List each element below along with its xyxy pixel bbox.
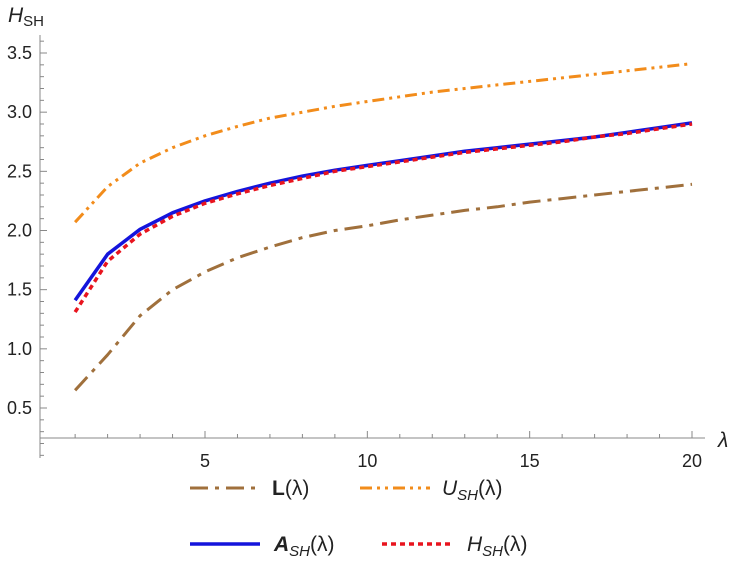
legend-label: HSH(λ) bbox=[467, 533, 528, 560]
axes bbox=[39, 35, 705, 458]
x-axis-label: λ bbox=[717, 429, 728, 452]
x-tick-label: 5 bbox=[200, 451, 210, 471]
series-line-a bbox=[73, 121, 693, 302]
ticks: 5 10 15 20 0.5 1.0 1.5 2.0 2.5 3.0 3.5 bbox=[7, 40, 702, 471]
series-line-l bbox=[73, 182, 693, 392]
y-tick-label: 1.5 bbox=[7, 280, 32, 300]
series-line-u bbox=[73, 62, 693, 224]
legend-label: ASH(λ) bbox=[273, 533, 335, 560]
y-tick-label: 2.5 bbox=[7, 161, 32, 181]
y-tick-label: 3.5 bbox=[7, 43, 32, 63]
y-tick-label: 3.0 bbox=[7, 102, 32, 122]
legend-label: USH(λ) bbox=[442, 477, 503, 504]
axis-labels: HSH λ bbox=[8, 4, 728, 452]
x-tick-label: 20 bbox=[682, 451, 702, 471]
x-tick-label: 15 bbox=[520, 451, 540, 471]
y-tick-label: 1.0 bbox=[7, 339, 32, 359]
y-axis-label: HSH bbox=[8, 4, 44, 30]
series-lines bbox=[73, 62, 693, 392]
y-tick-label: 0.5 bbox=[7, 398, 32, 418]
series-line-h bbox=[73, 122, 693, 314]
legend: L(λ) USH(λ) ASH(λ) HSH(λ) bbox=[190, 477, 528, 560]
legend-label: L(λ) bbox=[272, 477, 309, 500]
y-tick-label: 2.0 bbox=[7, 221, 32, 241]
x-tick-label: 10 bbox=[357, 451, 377, 471]
